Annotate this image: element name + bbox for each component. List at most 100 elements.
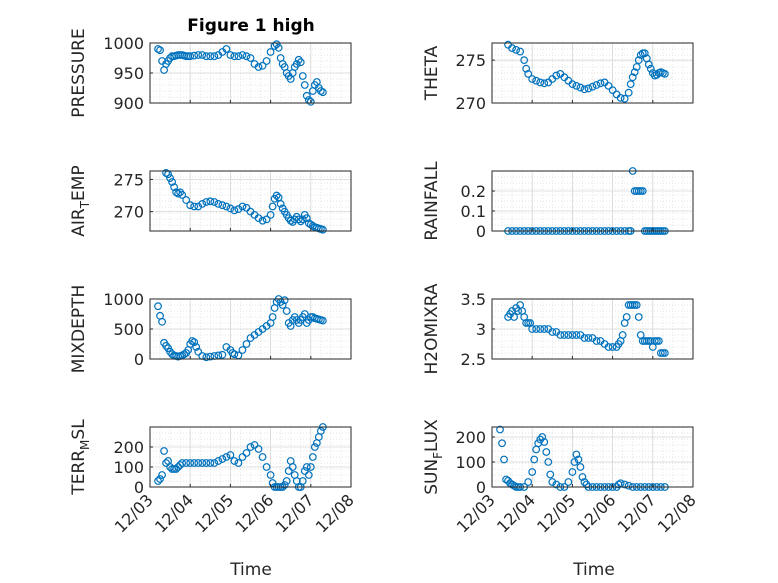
data-point <box>266 210 275 219</box>
data-point <box>524 69 533 78</box>
data-point <box>186 52 195 61</box>
data-point <box>306 220 315 229</box>
x-tick-label: 12/03 <box>453 490 499 536</box>
data-point <box>572 450 581 459</box>
data-point <box>564 331 573 339</box>
data-point <box>222 453 231 461</box>
x-tick-label: 12/06 <box>231 490 277 536</box>
data-point <box>500 455 508 464</box>
data-point <box>540 79 549 88</box>
data-point <box>292 60 301 68</box>
data-point <box>194 347 203 356</box>
data-point <box>210 198 219 206</box>
y-tick-label: 950 <box>113 64 144 83</box>
data-point <box>230 206 239 215</box>
data-point <box>286 216 295 225</box>
data-point <box>306 97 315 106</box>
data-point <box>532 325 541 333</box>
axes-box <box>149 426 352 488</box>
data-point <box>268 202 277 211</box>
data-point <box>568 331 577 339</box>
y-tick-label: 200 <box>113 438 144 457</box>
data-point <box>288 463 297 471</box>
data-point <box>168 178 177 186</box>
data-point <box>298 72 307 80</box>
data-point <box>272 191 281 200</box>
data-point <box>604 81 613 90</box>
subplot-air-temp: 270 275 AIRTEMP <box>69 165 352 237</box>
data-point <box>160 447 168 455</box>
y-tick-label: 0 <box>134 478 144 497</box>
data-point <box>268 479 277 487</box>
data-point <box>202 459 211 467</box>
data-point <box>162 341 170 350</box>
y-axis-label-air-temp: AIRTEMP <box>69 165 92 236</box>
x-tick-label: 12/04 <box>493 490 539 536</box>
data-point <box>318 88 327 97</box>
data-point <box>258 61 267 70</box>
y-tick-label: 270 <box>455 94 486 113</box>
data-point <box>274 43 283 52</box>
data-point <box>194 202 203 211</box>
y-tick-label: 275 <box>455 51 486 70</box>
data-point <box>640 49 649 58</box>
data-point <box>536 325 545 333</box>
y-axis-label-sun-flux: SUNFLUX <box>422 419 445 495</box>
data-point <box>536 78 545 87</box>
data-point <box>528 75 537 83</box>
data-point <box>242 340 251 348</box>
data-point <box>546 470 555 479</box>
y-tick-label: 3.5 <box>461 290 486 309</box>
data-point <box>268 313 277 321</box>
x-axis-label-left: Time <box>229 560 272 580</box>
y-axis-label-theta: THETA <box>422 45 442 101</box>
data-point <box>266 48 275 56</box>
x-tick-label: 12/07 <box>272 490 318 536</box>
y-tick-label: 270 <box>113 203 144 222</box>
data-point <box>254 63 263 71</box>
data-point <box>242 52 251 61</box>
data-point <box>634 56 643 65</box>
data-point <box>226 204 235 213</box>
data-point <box>568 80 577 89</box>
y-tick-label: 0.2 <box>461 182 486 201</box>
data-point <box>238 202 247 211</box>
y-tick-label: 100 <box>113 458 144 477</box>
y-tick-label: 275 <box>113 170 144 189</box>
data-point <box>646 64 655 73</box>
data-point <box>530 455 539 464</box>
data-point <box>592 337 601 345</box>
subplot-theta: 270 275 THETA <box>422 40 694 113</box>
data-point <box>258 453 267 461</box>
data-point <box>548 478 557 486</box>
data-point <box>156 46 164 55</box>
data-point <box>556 331 565 339</box>
data-point <box>226 451 235 459</box>
data-point <box>230 52 239 61</box>
data-point <box>304 219 313 228</box>
data-point <box>540 438 549 446</box>
data-point <box>190 459 199 467</box>
data-point <box>570 458 579 466</box>
y-tick-label: 500 <box>113 320 144 339</box>
data-point <box>618 331 627 339</box>
data-point <box>206 352 215 361</box>
data-point <box>318 225 327 234</box>
data-point <box>624 88 633 97</box>
data-point <box>576 463 585 471</box>
axes-box <box>491 170 694 232</box>
data-point <box>588 82 597 91</box>
data-point <box>282 477 291 485</box>
data-point <box>214 199 223 208</box>
figure-title: Figure 1 high <box>187 16 315 36</box>
data-point <box>626 80 635 89</box>
data-point <box>226 51 235 59</box>
data-point <box>564 478 573 486</box>
y-tick-label: 0 <box>134 350 144 369</box>
x-tick-label: 12/06 <box>573 490 619 536</box>
data-point <box>266 471 275 479</box>
y-axis-label-terr-msl: TERRMSL <box>69 419 92 496</box>
data-point <box>608 86 617 95</box>
